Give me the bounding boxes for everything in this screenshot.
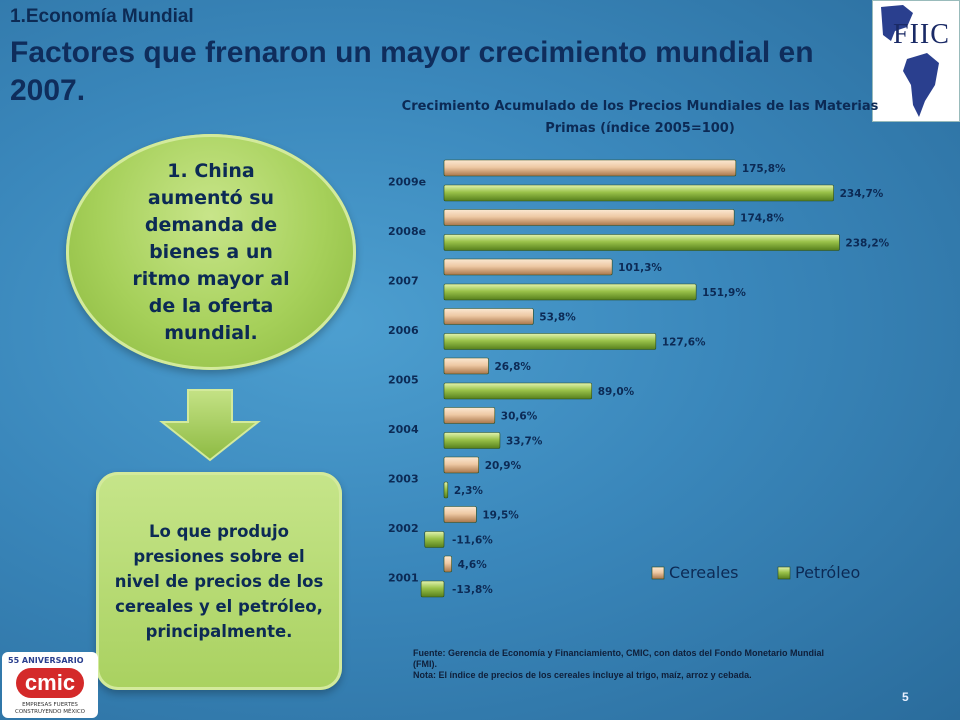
- data-label: 151,9%: [702, 287, 746, 299]
- down-arrow-icon: [159, 389, 261, 462]
- page-title: Factores que frenaron un mayor crecimien…: [10, 36, 814, 107]
- bar-cereales: [443, 258, 613, 276]
- page-number: 5: [902, 690, 909, 704]
- fiic-logo-text: FIIC: [893, 19, 950, 50]
- data-label: 53,8%: [539, 312, 576, 324]
- bubble-text: 1. China aumentó su demanda de bienes a …: [132, 159, 290, 344]
- bar-petróleo: [424, 531, 445, 548]
- category-label: 2003: [388, 473, 419, 486]
- chart-title: Crecimiento Acumulado de los Precios Mun…: [401, 99, 879, 136]
- americas-map-icon: [881, 5, 939, 117]
- data-label: 174,8%: [740, 213, 784, 225]
- category-label: 2009e: [388, 176, 426, 189]
- section-heading: 1.Economía Mundial: [10, 6, 194, 27]
- fiic-logo: FIIC: [872, 0, 960, 122]
- cmic-tagline: EMPRESAS FUERTES CONSTRUYENDO MÉXICO: [14, 702, 86, 715]
- chart-source: Fuente: Gerencia de Economía y Financiam…: [413, 648, 843, 681]
- cmic-anniversary: 55 ANIVERSARIO: [8, 656, 84, 665]
- bar-petróleo: [443, 184, 834, 202]
- bar-petróleo: [420, 580, 445, 598]
- bar-cereales: [443, 209, 735, 226]
- result-box: Lo que produjo presiones sobre el nivel …: [96, 472, 342, 690]
- data-label: 33,7%: [506, 436, 543, 448]
- category-label: 2001: [388, 572, 419, 585]
- cmic-logo: 55 ANIVERSARIO cmic EMPRESAS FUERTES CON…: [2, 652, 98, 718]
- category-label: 2004: [388, 423, 419, 436]
- data-label: 127,6%: [662, 337, 706, 349]
- data-label: 2,3%: [454, 485, 484, 497]
- data-label: 175,8%: [742, 163, 786, 175]
- source-text: Fuente: Gerencia de Economía y Financiam…: [413, 648, 825, 669]
- note-text: Nota: El índice de precios de los cereal…: [413, 670, 752, 680]
- data-label: 89,0%: [598, 386, 635, 398]
- bar-cereales: [443, 308, 534, 325]
- category-label: 2006: [388, 324, 419, 337]
- bar-cereales: [443, 159, 737, 177]
- data-label: 19,5%: [482, 510, 519, 522]
- data-label: 238,2%: [845, 238, 889, 250]
- price-growth-chart: 2009e 175,8% 234,7% 2008e 174,8% 238,2% 2007 10…: [388, 159, 890, 598]
- bar-petróleo: [443, 481, 449, 499]
- bar-petróleo: [443, 333, 657, 350]
- data-label: 26,8%: [494, 361, 531, 373]
- bar-cereales: [443, 506, 477, 523]
- data-label: 234,7%: [840, 188, 884, 200]
- bar-cereales: [443, 555, 452, 573]
- data-label: -11,6%: [452, 535, 493, 547]
- bar-cereales: [443, 357, 489, 375]
- bar-cereales: [443, 456, 479, 474]
- data-label: -13,8%: [452, 584, 493, 596]
- category-label: 2007: [388, 275, 419, 288]
- category-label: 2008e: [388, 225, 426, 238]
- data-label: 101,3%: [618, 262, 662, 274]
- bar-cereales: [443, 407, 496, 424]
- china-demand-bubble: 1. China aumentó su demanda de bienes a …: [66, 134, 356, 370]
- legend-label: Cereales: [669, 563, 739, 582]
- bar-petróleo: [443, 432, 501, 449]
- data-label: 30,6%: [501, 411, 538, 423]
- cmic-logo-text: cmic: [16, 668, 84, 698]
- bar-petróleo: [443, 382, 593, 400]
- bar-petróleo: [443, 234, 840, 251]
- bar-petróleo: [443, 283, 697, 301]
- legend-label: Petróleo: [795, 563, 860, 582]
- result-text: Lo que produjo presiones sobre el nivel …: [114, 521, 324, 641]
- data-label: 4,6%: [458, 559, 488, 571]
- legend-swatch: [651, 566, 665, 580]
- data-label: 20,9%: [485, 460, 522, 472]
- category-label: 2005: [388, 374, 419, 387]
- category-label: 2002: [388, 522, 419, 535]
- legend-swatch: [777, 566, 791, 580]
